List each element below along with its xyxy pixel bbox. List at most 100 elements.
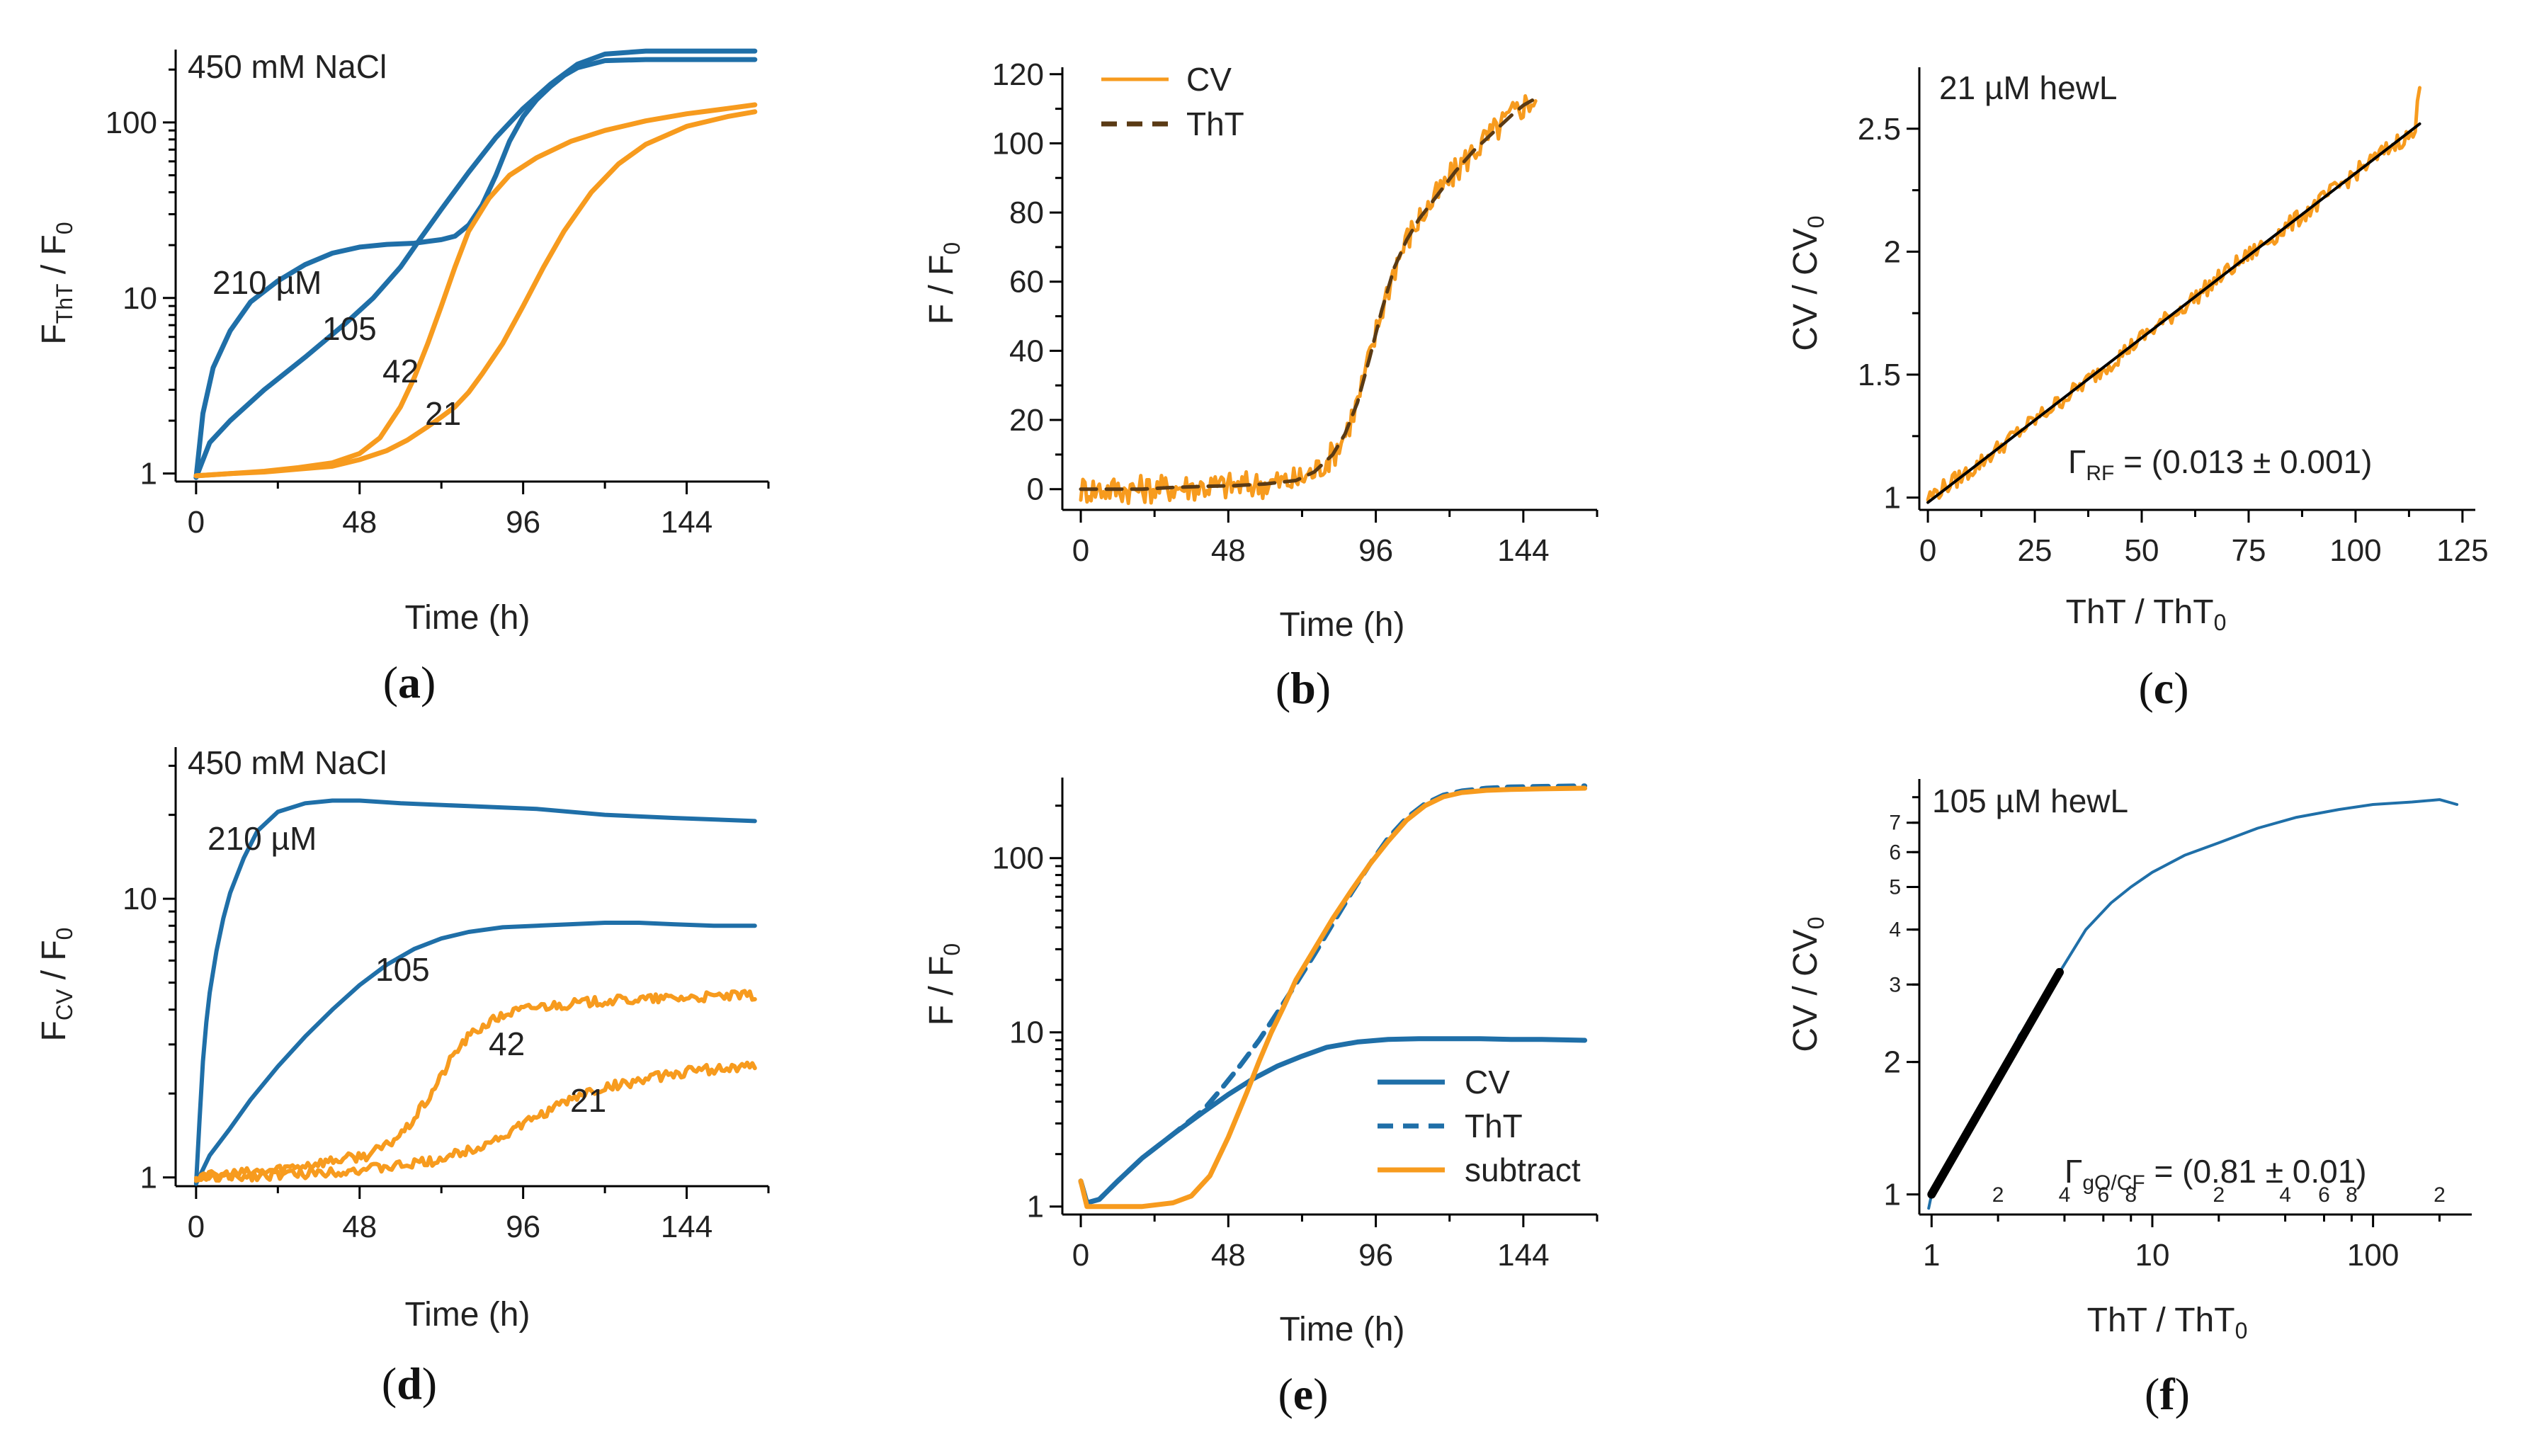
x-tick-label: 0 (1919, 533, 1936, 568)
x-minor-tick-label: 6 (2097, 1183, 2109, 1207)
y-tick-label: 100 (992, 841, 1044, 876)
panel-f-caption: (f) (2145, 1369, 2190, 1419)
panel-e-caption: (e) (1278, 1369, 1328, 1419)
series-105 (193, 48, 758, 480)
y-tick-label: 1 (140, 457, 157, 491)
legend-label-cv: CV (1465, 1064, 1510, 1100)
y-tick-label: 1 (1884, 1178, 1901, 1212)
y-tick-label: 7 (1889, 812, 1901, 835)
panel-d-title: 450 mM NaCl (188, 744, 387, 781)
x-tick-label: 0 (1072, 1238, 1089, 1273)
x-tick-label: 100 (2347, 1238, 2399, 1273)
y-tick-label: 20 (1009, 403, 1044, 438)
x-tick-label: 25 (2018, 533, 2052, 568)
y-tick-label: 10 (1009, 1016, 1044, 1050)
panel-d-label-42: 42 (489, 1025, 525, 1062)
legend-label-tht: ThT (1465, 1108, 1523, 1144)
x-tick-label: 48 (1211, 1238, 1246, 1273)
series-210-m (193, 57, 758, 480)
series-21 (193, 109, 758, 479)
panel-f-ylabel: CV / CV0 (1787, 916, 1829, 1052)
panel-a-ylabel: FThT / F0 (35, 222, 77, 344)
y-tick-label: 10 (123, 281, 157, 316)
panel-a: 0 48 96 144 1 10 100 450 mM NaCl 210 µM 105 42… (35, 48, 770, 707)
series-42 (193, 989, 757, 1183)
series-subtract (1078, 785, 1588, 1210)
x-tick-label: 0 (188, 505, 205, 540)
y-tick-label: 3 (1889, 973, 1901, 996)
panel-a-plot-area: 0 48 96 144 1 10 100 (106, 48, 770, 540)
x-tick-label: 0 (188, 1210, 205, 1244)
x-tick-label: 125 (2436, 533, 2488, 568)
panel-d-label-105: 105 (375, 951, 430, 988)
panel-b-xlabel: Time (h) (1280, 606, 1405, 644)
panel-a-caption: (a) (383, 657, 436, 707)
panel-d-label-21: 21 (570, 1082, 606, 1119)
y-tick-label: 120 (992, 57, 1044, 92)
panel-c-title: 21 µM hewL (1939, 69, 2118, 106)
x-tick-label: 144 (1497, 1238, 1549, 1273)
x-tick-label: 96 (1358, 533, 1393, 568)
panel-f-title: 105 µM hewL (1932, 783, 2128, 819)
series-105 (193, 921, 757, 1186)
panel-b-plot-area: 0 48 96 144 0 20 40 60 80 100 120 (992, 57, 1598, 568)
legend-label-subtract: subtract (1465, 1151, 1581, 1188)
y-tick-label: 1 (1884, 481, 1901, 516)
legend-label-cv: CV (1186, 61, 1232, 98)
x-minor-tick-label: 4 (2279, 1183, 2291, 1207)
x-minor-tick-label: 8 (2125, 1183, 2137, 1207)
panel-d-xlabel: Time (h) (405, 1296, 530, 1333)
x-tick-label: 96 (506, 505, 540, 540)
panel-c-plot-area: 0 25 50 75 100 125 1 1.5 2 2.5 (1858, 67, 2489, 568)
panel-b-ylabel: F / F0 (923, 242, 965, 324)
panel-e-xlabel: Time (h) (1280, 1311, 1405, 1348)
y-tick-label: 5 (1889, 875, 1901, 899)
y-tick-label: 1 (140, 1161, 157, 1195)
y-tick-label: 80 (1009, 195, 1044, 230)
x-tick-label: 100 (2329, 533, 2381, 568)
panel-d-plot-area: 0 48 96 144 1 10 (123, 747, 770, 1244)
x-tick-label: 75 (2231, 533, 2266, 568)
x-tick-label: 144 (661, 1210, 712, 1244)
panel-a-label-105: 105 (322, 310, 377, 347)
x-minor-tick-label: 4 (2059, 1183, 2071, 1207)
panel-c-xlabel: ThT / ThT0 (2066, 593, 2227, 635)
legend-label-tht: ThT (1186, 106, 1244, 142)
panel-c-ylabel: CV / CV0 (1787, 215, 1829, 351)
panel-d: 0 48 96 144 1 10 450 mM NaCl 210 µM 105 42 21… (35, 744, 770, 1409)
x-tick-label: 48 (342, 1210, 377, 1244)
x-tick-label: 96 (1358, 1238, 1393, 1273)
y-tick-label: 4 (1889, 918, 1901, 942)
panel-a-title: 450 mM NaCl (188, 48, 387, 85)
y-tick-label: 2 (1884, 234, 1901, 269)
y-tick-label: 1 (1027, 1190, 1044, 1224)
fit-line (1927, 967, 2065, 1199)
x-minor-tick-label: 2 (2213, 1183, 2225, 1207)
y-tick-label: 60 (1009, 265, 1044, 300)
series-210-m (193, 798, 757, 1186)
panel-e-plot-area: 0 48 96 144 1 10 100 (992, 778, 1598, 1273)
y-tick-label: 100 (106, 106, 157, 140)
panel-a-label-42: 42 (382, 353, 419, 389)
panel-a-xlabel: Time (h) (405, 599, 530, 637)
y-tick-label: 6 (1889, 841, 1901, 864)
panel-f-xlabel: ThT / ThT0 (2087, 1302, 2248, 1343)
series-tht (1079, 96, 1538, 491)
panel-a-label-21: 21 (425, 395, 461, 432)
y-tick-label: 2 (1884, 1045, 1901, 1080)
y-tick-label: 10 (123, 882, 157, 916)
x-tick-label: 48 (1211, 533, 1246, 568)
x-minor-tick-label: 6 (2318, 1183, 2330, 1207)
y-tick-label: 1.5 (1858, 358, 1901, 392)
panel-c-fit-annotation: ΓRF = (0.013 ± 0.001) (2068, 443, 2372, 485)
fit-line (1926, 122, 2421, 504)
panel-a-label-210: 210 µM (212, 264, 322, 301)
x-minor-tick-label: 2 (2434, 1183, 2446, 1207)
x-minor-tick-label: 8 (2346, 1183, 2358, 1207)
y-tick-label: 40 (1009, 334, 1044, 368)
x-tick-label: 48 (342, 505, 377, 540)
